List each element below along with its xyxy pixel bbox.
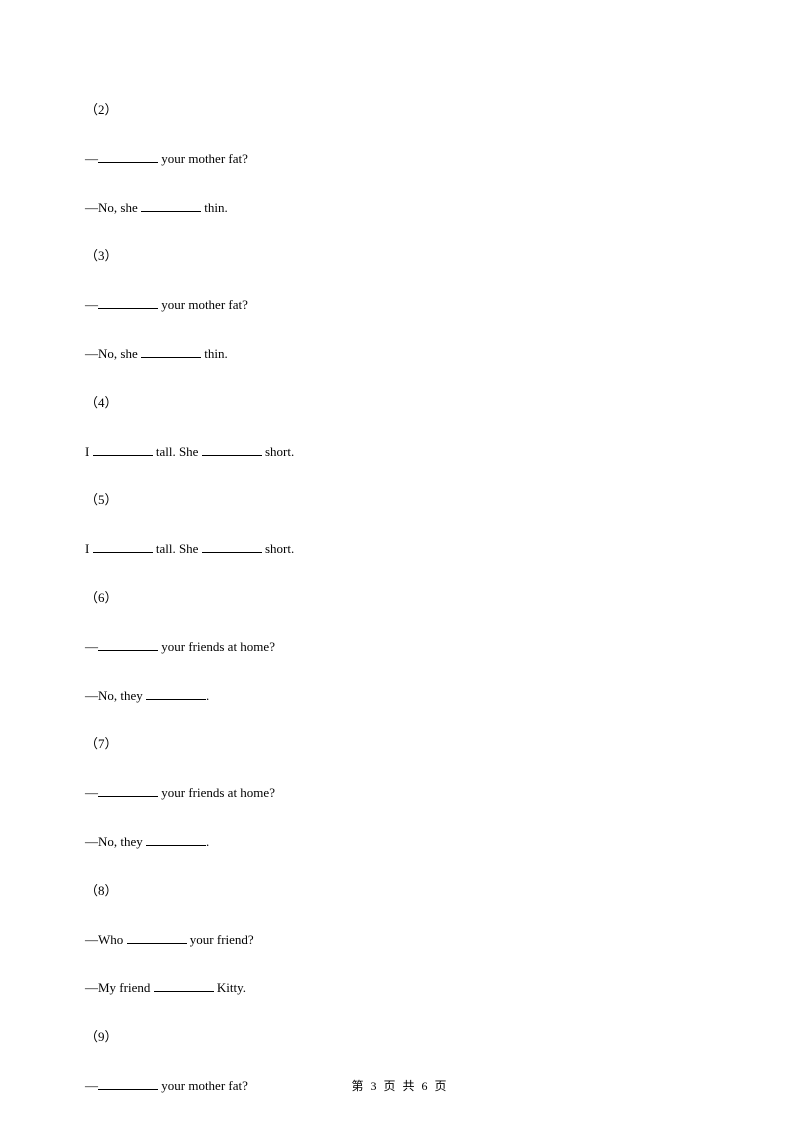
question-3b: —No, she thin. [85,344,715,365]
q5-mid: tall. She [153,541,202,556]
question-3a: — your mother fat? [85,295,715,316]
item-number-7: （7） [85,734,715,755]
q7b-prefix: —No, they [85,834,146,849]
item-number-5: （5） [85,490,715,511]
q7b-tail: . [206,834,209,849]
q8a-tail: your friend? [187,932,254,947]
q6a-tail: your friends at home? [158,639,275,654]
q3a-tail: your mother fat? [158,297,248,312]
q7a-tail: your friends at home? [158,785,275,800]
blank [146,832,206,846]
question-8a: —Who your friend? [85,930,715,951]
q6a-prefix: — [85,639,98,654]
q4-mid: tall. She [153,444,202,459]
item-number-2: （2） [85,100,715,121]
blank [98,637,158,651]
q8a-prefix: —Who [85,932,127,947]
q2b-prefix: —No, she [85,200,141,215]
q5-pre: I [85,541,93,556]
q2a-prefix: — [85,151,98,166]
item-number-3: （3） [85,246,715,267]
blank [146,686,206,700]
blank [127,930,187,944]
item-number-9: （9） [85,1027,715,1048]
blank [93,539,153,553]
blank [154,978,214,992]
blank [98,783,158,797]
document-content: （2） — your mother fat? —No, she thin. （3… [85,100,715,1097]
q4-pre: I [85,444,93,459]
q5-tail: short. [262,541,295,556]
item-number-6: （6） [85,588,715,609]
q3a-prefix: — [85,297,98,312]
blank [93,442,153,456]
question-6b: —No, they . [85,686,715,707]
question-2a: — your mother fat? [85,149,715,170]
item-number-8: （8） [85,881,715,902]
question-2b: —No, she thin. [85,198,715,219]
q8b-prefix: —My friend [85,980,154,995]
q2a-tail: your mother fat? [158,151,248,166]
q3b-prefix: —No, she [85,346,141,361]
q6b-tail: . [206,688,209,703]
q2b-tail: thin. [201,200,228,215]
question-8b: —My friend Kitty. [85,978,715,999]
page-footer: 第 3 页 共 6 页 [0,1077,800,1094]
item-number-4: （4） [85,393,715,414]
q6b-prefix: —No, they [85,688,146,703]
question-7a: — your friends at home? [85,783,715,804]
q4-tail: short. [262,444,295,459]
blank [141,344,201,358]
blank [98,295,158,309]
blank [202,442,262,456]
q3b-tail: thin. [201,346,228,361]
question-4: I tall. She short. [85,442,715,463]
question-5: I tall. She short. [85,539,715,560]
q8b-tail: Kitty. [214,980,246,995]
q7a-prefix: — [85,785,98,800]
blank [202,539,262,553]
blank [141,198,201,212]
blank [98,149,158,163]
question-6a: — your friends at home? [85,637,715,658]
question-7b: —No, they . [85,832,715,853]
